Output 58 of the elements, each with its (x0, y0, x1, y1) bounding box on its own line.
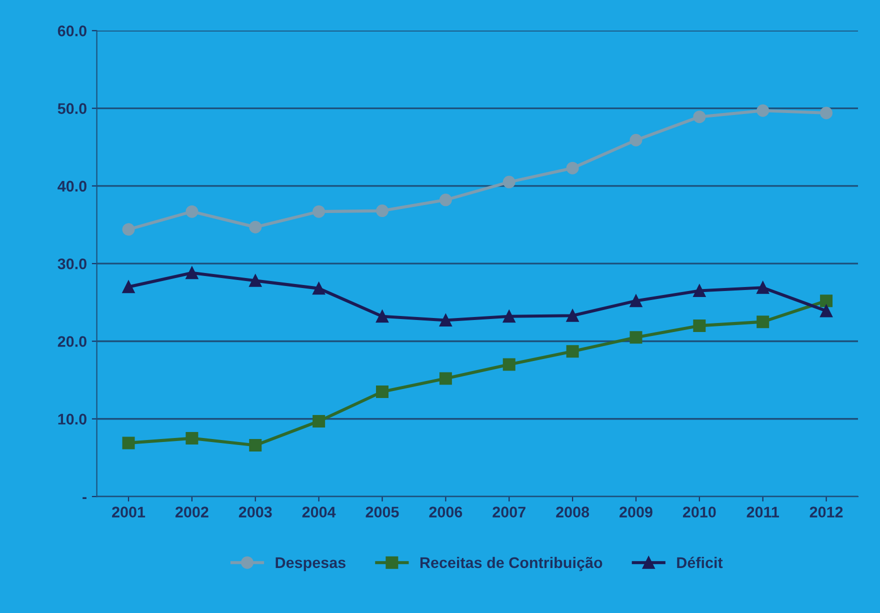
point (249, 220, 262, 234)
x-tick-label: 2009 (620, 506, 652, 518)
point (756, 316, 770, 328)
point (376, 385, 388, 398)
x-tick-label: 2012 (810, 506, 843, 518)
point (249, 439, 262, 452)
point (439, 372, 452, 385)
point (630, 294, 642, 308)
legend-label: Despesas (276, 557, 346, 572)
point (312, 205, 326, 218)
y-tick-label: 30.0 (58, 258, 86, 270)
x-tick-label: 2002 (175, 506, 208, 518)
point (502, 310, 516, 323)
x-tick-label: 2001 (112, 506, 146, 518)
y-tick-label: 40.0 (58, 180, 86, 192)
x-tick-label: 2006 (429, 506, 462, 518)
point (630, 134, 642, 146)
point (312, 414, 326, 428)
x-tick-label: 2007 (492, 506, 526, 518)
point (376, 204, 388, 218)
legend-label: Receitas de Contribuição (420, 556, 602, 572)
x-tick-label: 2011 (746, 506, 779, 518)
point (186, 205, 198, 218)
y-tick-label: 20.0 (58, 336, 86, 347)
point (820, 106, 833, 120)
point (566, 162, 579, 174)
x-tick-label: 2003 (238, 506, 272, 518)
point (186, 432, 198, 445)
point (122, 223, 135, 236)
point (439, 314, 452, 327)
point (122, 280, 135, 294)
point (566, 309, 579, 322)
y-tick-label: 60.0 (58, 26, 86, 36)
point (693, 284, 706, 298)
y-tick-label: - (82, 497, 86, 500)
y-tick-label: 10.0 (58, 414, 86, 425)
point (249, 274, 262, 287)
point (186, 266, 198, 280)
x-tick-label: 2008 (556, 506, 590, 518)
point (566, 345, 579, 358)
point (756, 281, 770, 294)
point (756, 104, 770, 117)
x-tick-label: 2005 (366, 506, 399, 518)
point (122, 436, 135, 450)
point (820, 294, 833, 308)
x-tick-label: 2010 (682, 506, 716, 518)
point (376, 310, 388, 323)
point (502, 176, 516, 188)
point (312, 282, 326, 295)
point (630, 331, 642, 344)
y-tick-label: 50.0 (58, 103, 86, 114)
point (502, 358, 516, 371)
point (820, 304, 833, 318)
point (439, 194, 452, 206)
x-tick-label: 2004 (302, 506, 336, 518)
legend-label: Déficit (677, 556, 723, 568)
point (693, 110, 706, 124)
point (693, 319, 706, 332)
